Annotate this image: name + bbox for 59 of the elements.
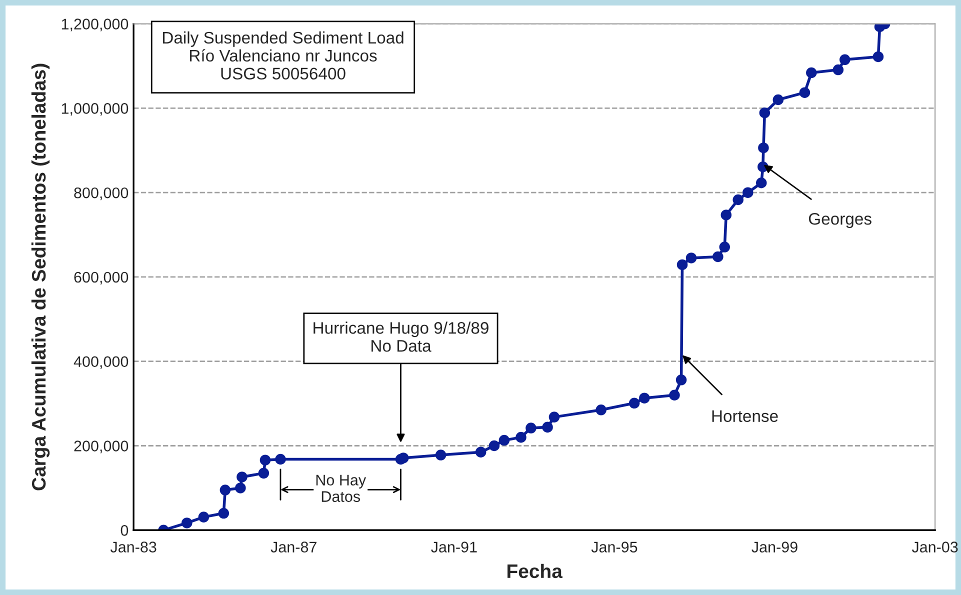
- annotation: Georges: [808, 212, 872, 228]
- point: [676, 374, 687, 386]
- point: [498, 434, 510, 446]
- y-tick-label: 0: [120, 525, 128, 536]
- point: [220, 484, 231, 496]
- point: [198, 512, 210, 522]
- x-tick-label: Jan-95: [591, 542, 638, 552]
- y-tick-label: 1,000,000: [62, 103, 128, 116]
- point: [260, 454, 271, 466]
- point: [799, 87, 810, 98]
- point: [542, 422, 553, 433]
- y-axis-title: Carga Acumulativa de Sedimentos (toneladas): [31, 64, 50, 490]
- x-tick-label: Jan-99: [752, 542, 798, 552]
- point: [806, 67, 817, 78]
- point: [832, 64, 844, 76]
- point: [772, 94, 784, 106]
- annotation: No Hay Datos: [316, 474, 366, 502]
- annotation: Hortense: [712, 410, 778, 422]
- point: [275, 454, 286, 465]
- point: [719, 242, 730, 252]
- point: [872, 51, 884, 62]
- y-tick-label: 800,000: [74, 187, 128, 200]
- point: [742, 187, 754, 198]
- annotation: Hurricane Hugo 9/18/89 No Data: [314, 322, 488, 352]
- point: [235, 482, 246, 494]
- point: [596, 404, 606, 416]
- y-tick-label: 600,000: [74, 272, 128, 284]
- point: [475, 446, 486, 458]
- x-tick-label: Jan-03: [912, 542, 958, 552]
- annotation: Daily Suspended Sediment Load Río Valenciano nr Juncos USGS 50056400: [163, 31, 404, 80]
- x-tick-label: Jan-91: [431, 542, 477, 552]
- point: [758, 142, 769, 154]
- point: [756, 177, 767, 188]
- point: [712, 251, 724, 262]
- point: [258, 468, 270, 479]
- y-tick-label: 400,000: [74, 356, 128, 369]
- y-tick-label: 200,000: [74, 440, 128, 454]
- point: [720, 210, 732, 220]
- y-tick-label: 1,200,000: [62, 18, 128, 32]
- point: [548, 412, 560, 422]
- point: [398, 452, 409, 464]
- point: [839, 54, 850, 66]
- point: [669, 390, 680, 400]
- x-tick-label: Jan-83: [110, 542, 156, 552]
- point: [639, 392, 650, 404]
- point: [236, 472, 248, 482]
- point: [516, 432, 526, 443]
- point: [628, 398, 640, 409]
- x-tick-label: Jan-87: [270, 542, 316, 552]
- point: [435, 450, 446, 460]
- point: [676, 259, 688, 270]
- x-axis-title: Fecha: [508, 564, 563, 578]
- point: [732, 194, 744, 206]
- point: [526, 422, 536, 434]
- point: [759, 107, 770, 118]
- point: [686, 252, 697, 264]
- point: [488, 440, 500, 452]
- point: [182, 518, 192, 528]
- point: [218, 508, 230, 519]
